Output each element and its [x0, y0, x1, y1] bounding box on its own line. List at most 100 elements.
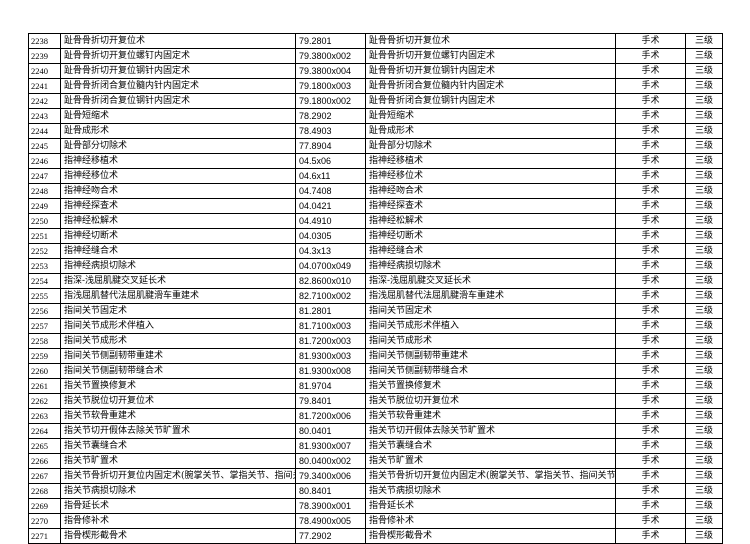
procedure-code-cell: 81.9704 — [295, 378, 366, 394]
procedure-name-standard-cell: 指间关节成形术伴植入 — [365, 318, 616, 334]
procedure-level-cell: 三级 — [685, 108, 723, 124]
procedure-type-cell: 手术 — [615, 513, 686, 529]
procedure-name-cell: 指骨延长术 — [60, 498, 296, 514]
row-number-cell: 2246 — [28, 153, 61, 169]
procedure-name-standard-cell: 指神经探查术 — [365, 198, 616, 214]
procedure-name-cell: 指间关节侧副韧带重建术 — [60, 348, 296, 364]
table-row: 2238 趾骨骨折切开复位术 79.2801 趾骨骨折切开复位术 手术 三级 — [28, 33, 723, 49]
procedure-name-standard-cell: 指深-浅屈肌腱交叉延长术 — [365, 273, 616, 289]
procedure-level-cell: 三级 — [685, 168, 723, 184]
procedure-type-cell: 手术 — [615, 228, 686, 244]
row-number-cell: 2239 — [28, 48, 61, 64]
procedure-level-cell: 三级 — [685, 453, 723, 469]
procedure-name-standard-cell: 指神经吻合术 — [365, 183, 616, 199]
procedure-type-cell: 手术 — [615, 63, 686, 79]
row-number-cell: 2247 — [28, 168, 61, 184]
procedure-name-cell: 指神经缝合术 — [60, 243, 296, 259]
procedure-name-standard-cell: 趾骨骨折闭合复位髓内针内固定术 — [365, 78, 616, 94]
procedure-type-cell: 手术 — [615, 333, 686, 349]
procedure-code-cell: 81.7200x006 — [295, 408, 366, 424]
procedure-type-cell: 手术 — [615, 453, 686, 469]
procedure-code-cell: 04.7408 — [295, 183, 366, 199]
procedure-type-cell: 手术 — [615, 483, 686, 499]
procedure-name-standard-cell: 指关节病损切除术 — [365, 483, 616, 499]
procedure-type-cell: 手术 — [615, 183, 686, 199]
procedure-name-standard-cell: 指关节囊缝合术 — [365, 438, 616, 454]
procedure-code-cell: 81.9300x007 — [295, 438, 366, 454]
procedure-type-cell: 手术 — [615, 468, 686, 484]
table-row: 2256 指间关节固定术 81.2801 指间关节固定术 手术 三级 — [28, 303, 723, 319]
procedure-name-cell: 趾骨骨折闭合复位钢针内固定术 — [60, 93, 296, 109]
procedure-name-cell: 指关节囊缝合术 — [60, 438, 296, 454]
procedure-name-cell: 指关节脱位切开复位术 — [60, 393, 296, 409]
procedure-name-standard-cell: 指骨修补术 — [365, 513, 616, 529]
table-row: 2252 指神经缝合术 04.3x13 指神经缝合术 手术 三级 — [28, 243, 723, 259]
procedure-type-cell: 手术 — [615, 273, 686, 289]
table-row: 2268 指关节病损切除术 80.8401 指关节病损切除术 手术 三级 — [28, 483, 723, 499]
procedure-type-cell: 手术 — [615, 78, 686, 94]
table-row: 2240 趾骨骨折切开复位钢针内固定术 79.3800x004 趾骨骨折切开复位钢针内… — [28, 63, 723, 79]
procedure-code-cell: 80.8401 — [295, 483, 366, 499]
table-row: 2264 指关节切开假体去除关节旷置术 80.0401 指关节切开假体去除关节旷置术手… — [28, 423, 723, 439]
procedure-type-cell: 手术 — [615, 33, 686, 49]
procedure-name-cell: 趾骨骨折闭合复位髓内针内固定术 — [60, 78, 296, 94]
procedure-code-cell: 04.3x13 — [295, 243, 366, 259]
row-number-cell: 2245 — [28, 138, 61, 154]
procedure-level-cell: 三级 — [685, 483, 723, 499]
procedure-name-cell: 指神经切断术 — [60, 228, 296, 244]
procedure-name-standard-cell: 趾骨骨折闭合复位钢针内固定术 — [365, 93, 616, 109]
procedure-code-cell: 78.4903 — [295, 123, 366, 139]
procedure-name-standard-cell: 指间关节固定术 — [365, 303, 616, 319]
row-number-cell: 2257 — [28, 318, 61, 334]
procedure-name-cell: 趾骨骨折切开复位术 — [60, 33, 296, 49]
procedure-name-standard-cell: 趾骨骨折切开复位术 — [365, 33, 616, 49]
table-row: 2241 趾骨骨折闭合复位髓内针内固定术 79.1800x003 趾骨骨折闭合复位髓内… — [28, 78, 723, 94]
row-number-cell: 2241 — [28, 78, 61, 94]
table-row: 2245 趾骨部分切除术 77.8904 趾骨部分切除术 手术 三级 — [28, 138, 723, 154]
row-number-cell: 2250 — [28, 213, 61, 229]
table-row: 2253 指神经病损切除术 04.0700x049 指神经病损切除术 手术 三级 — [28, 258, 723, 274]
procedure-level-cell: 三级 — [685, 123, 723, 139]
procedure-type-cell: 手术 — [615, 438, 686, 454]
row-number-cell: 2269 — [28, 498, 61, 514]
procedure-code-cell: 04.0700x049 — [295, 258, 366, 274]
row-number-cell: 2252 — [28, 243, 61, 259]
procedure-code-cell: 78.2902 — [295, 108, 366, 124]
procedure-level-cell: 三级 — [685, 348, 723, 364]
procedure-name-standard-cell: 趾骨骨折切开复位螺钉内固定术 — [365, 48, 616, 64]
procedure-code-cell: 04.5x06 — [295, 153, 366, 169]
procedure-name-cell: 指浅屈肌替代法屈肌腱滑车重建术 — [60, 288, 296, 304]
procedure-type-cell: 手术 — [615, 108, 686, 124]
procedure-name-standard-cell: 指神经切断术 — [365, 228, 616, 244]
procedure-type-cell: 手术 — [615, 303, 686, 319]
procedure-level-cell: 三级 — [685, 423, 723, 439]
table-row: 2255 指浅屈肌替代法屈肌腱滑车重建术 82.7100x002 指浅屈肌替代法屈肌腱… — [28, 288, 723, 304]
procedure-name-cell: 指间关节成形术伴植入 — [60, 318, 296, 334]
procedure-table: 2238 趾骨骨折切开复位术 79.2801 趾骨骨折切开复位术 手术 三级 2239 趾骨骨… — [28, 33, 723, 544]
row-number-cell: 2248 — [28, 183, 61, 199]
procedure-name-cell: 指关节病损切除术 — [60, 483, 296, 499]
procedure-name-cell: 指神经吻合术 — [60, 183, 296, 199]
procedure-code-cell: 81.9300x003 — [295, 348, 366, 364]
procedure-name-cell: 指神经移位术 — [60, 168, 296, 184]
procedure-name-standard-cell: 指骨延长术 — [365, 498, 616, 514]
procedure-type-cell: 手术 — [615, 243, 686, 259]
procedure-type-cell: 手术 — [615, 288, 686, 304]
procedure-name-cell: 指骨修补术 — [60, 513, 296, 529]
procedure-level-cell: 三级 — [685, 318, 723, 334]
procedure-level-cell: 三级 — [685, 243, 723, 259]
procedure-name-standard-cell: 指神经病损切除术 — [365, 258, 616, 274]
row-number-cell: 2262 — [28, 393, 61, 409]
row-number-cell: 2255 — [28, 288, 61, 304]
procedure-level-cell: 三级 — [685, 153, 723, 169]
row-number-cell: 2267 — [28, 468, 61, 484]
procedure-name-cell: 趾骨骨折切开复位螺钉内固定术 — [60, 48, 296, 64]
row-number-cell: 2253 — [28, 258, 61, 274]
procedure-code-cell: 04.6x11 — [295, 168, 366, 184]
procedure-name-standard-cell: 指神经移位术 — [365, 168, 616, 184]
procedure-type-cell: 手术 — [615, 138, 686, 154]
table-row: 2243 趾骨短缩术 78.2902 趾骨短缩术 手术 三级 — [28, 108, 723, 124]
procedure-type-cell: 手术 — [615, 258, 686, 274]
procedure-level-cell: 三级 — [685, 258, 723, 274]
procedure-name-standard-cell: 指神经松解术 — [365, 213, 616, 229]
